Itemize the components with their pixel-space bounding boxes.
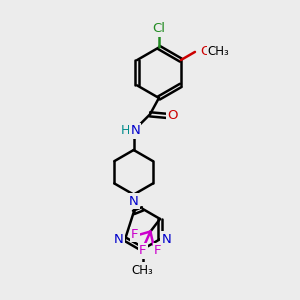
Text: F: F	[139, 244, 147, 257]
Text: N: N	[129, 195, 139, 208]
Text: O: O	[168, 109, 178, 122]
Text: CH₃: CH₃	[208, 45, 230, 58]
Text: H: H	[121, 124, 130, 137]
Text: CH₃: CH₃	[132, 264, 153, 277]
Text: N: N	[162, 233, 172, 246]
Text: O: O	[200, 45, 211, 58]
Text: N: N	[130, 124, 140, 137]
Text: F: F	[154, 244, 162, 257]
Text: Cl: Cl	[152, 22, 165, 35]
Text: F: F	[131, 228, 138, 241]
Text: N: N	[114, 233, 123, 246]
